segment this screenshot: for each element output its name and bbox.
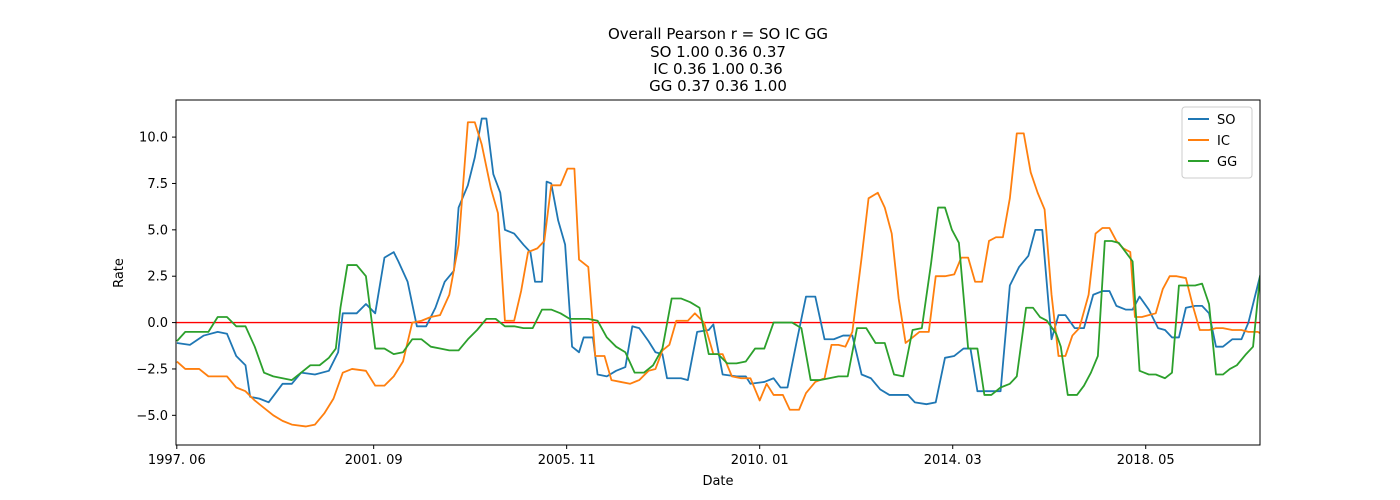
x-tick-label: 2018. 05 <box>1117 453 1175 468</box>
y-tick-label: 10.0 <box>139 131 168 146</box>
x-tick-label: 2001. 09 <box>345 453 403 468</box>
y-tick-label: 7.5 <box>147 177 168 192</box>
series-group <box>176 117 1260 428</box>
y-tick-label: −2.5 <box>136 362 168 377</box>
y-tick-label: 5.0 <box>147 223 168 238</box>
x-tick-label: 2010. 01 <box>731 453 789 468</box>
y-tick-label: 2.5 <box>147 270 168 285</box>
x-tick-label: 2005. 11 <box>538 453 596 468</box>
title-line: GG 0.37 0.36 1.00 <box>649 77 787 95</box>
y-axis: −5.0 −2.5 0.0 2.5 5.0 7.5 10.0 <box>136 131 176 424</box>
y-tick-label: −5.0 <box>136 409 168 424</box>
plot-frame <box>175 99 1261 446</box>
y-axis-label: Rate <box>112 258 127 288</box>
title-line: IC 0.36 1.00 0.36 <box>653 60 782 78</box>
legend-label-gg: GG <box>1217 155 1237 170</box>
legend: SO IC GG <box>1181 106 1253 179</box>
y-tick-label: 0.0 <box>147 316 168 331</box>
series-line-ic <box>176 121 1260 428</box>
legend-label-so: SO <box>1217 113 1235 128</box>
x-axis: 1997. 06 2001. 09 2005. 11 2010. 01 2014. 03… <box>148 445 1175 468</box>
title-line: SO 1.00 0.36 0.37 <box>650 43 786 61</box>
title-line: Overall Pearson r = SO IC GG <box>608 25 828 43</box>
x-tick-label: 1997. 06 <box>148 453 206 468</box>
series-line-so <box>176 117 1260 406</box>
chart-title: Overall Pearson r = SO IC GG SO 1.00 0.3… <box>608 25 828 95</box>
x-tick-label: 2014. 03 <box>924 453 982 468</box>
legend-label-ic: IC <box>1217 134 1230 149</box>
plot-area <box>176 100 1260 445</box>
series-line-gg <box>176 206 1260 396</box>
x-axis-label: Date <box>702 474 733 489</box>
